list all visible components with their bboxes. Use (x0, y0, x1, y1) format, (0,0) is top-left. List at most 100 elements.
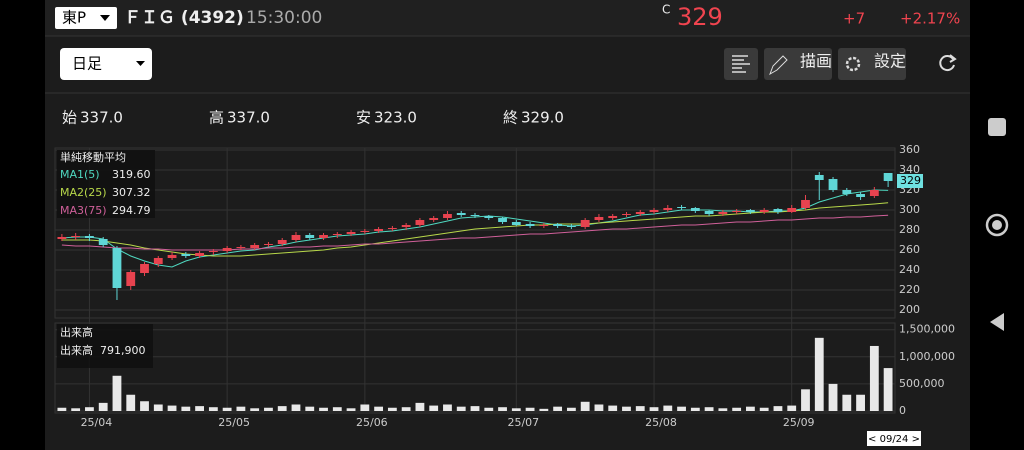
volume-bar (167, 405, 177, 411)
volume-bar (677, 406, 686, 411)
settings-button[interactable] (838, 48, 906, 80)
back-button[interactable] (990, 313, 1004, 331)
legend-name: MA3(75) (60, 204, 107, 217)
legend-name: MA2(25) (60, 186, 107, 199)
volume-bar (525, 407, 535, 411)
candle-body (883, 173, 893, 181)
candle-body (195, 253, 204, 256)
candle-body (319, 235, 328, 238)
candle-body (112, 248, 122, 288)
volume-bar (57, 407, 67, 411)
volume-bar (387, 407, 397, 411)
ma-legend (57, 150, 155, 218)
change: +7 (843, 10, 865, 28)
y-tick-label: 360 (899, 143, 920, 156)
candle-body (387, 228, 397, 229)
candle-body (814, 175, 824, 180)
candle-body (374, 229, 384, 231)
cursor-date-box (867, 431, 921, 446)
candle-body (181, 254, 191, 256)
volume-bar (98, 402, 108, 411)
ohlc-value: 329.0 (521, 109, 564, 127)
candle-body (126, 272, 136, 286)
volume-bar (181, 406, 191, 411)
price-prefix: C (662, 3, 670, 17)
volume-bar (718, 408, 728, 411)
period-dropdown[interactable] (60, 48, 152, 80)
volume-bar (732, 407, 742, 411)
candle-body (250, 245, 260, 248)
candle-body (539, 225, 549, 226)
candle-body (484, 216, 494, 218)
volume-bar (443, 404, 452, 411)
volume-tick-label: 0 (899, 404, 906, 417)
volume-bar (332, 407, 342, 411)
draw-button[interactable] (764, 48, 832, 80)
candle-body (208, 251, 218, 252)
y-tick-label: 260 (899, 243, 920, 256)
volume-panel (54, 322, 896, 414)
volume-bar (773, 406, 783, 411)
volume-tick-label: 500,000 (899, 377, 945, 390)
price: 329 (677, 3, 723, 31)
volume-tick-label: 1,000,000 (899, 350, 955, 363)
volume-bar (484, 407, 494, 411)
volume-bar (704, 407, 714, 411)
volume-bar (635, 406, 645, 411)
volume-bar (71, 408, 81, 411)
ma-line (61, 214, 889, 251)
header-bar (45, 0, 970, 36)
recent-apps[interactable] (988, 118, 1006, 136)
candle-body (291, 235, 301, 240)
legend-name: MA1(5) (60, 168, 100, 181)
draw-label: 描画 (800, 52, 832, 71)
candle-body (677, 207, 686, 208)
volume-bar (814, 337, 824, 411)
volume-value: 791,900 (100, 344, 146, 357)
refresh-icon[interactable] (939, 55, 955, 72)
volume-legend (57, 324, 153, 368)
candle-body (566, 226, 576, 227)
candle-body (856, 194, 865, 197)
y-tick-label: 240 (899, 263, 920, 276)
volume-bar (580, 401, 590, 411)
ohlc-label: 高 (209, 109, 224, 127)
candle-body (746, 210, 755, 212)
volume-bar (140, 401, 149, 411)
price-tag (897, 174, 923, 188)
dropdown-arrow (100, 15, 110, 21)
y-tick-label: 340 (899, 163, 920, 176)
time: 15:30:00 (246, 8, 322, 28)
volume-bar (401, 407, 411, 411)
volume-bar (112, 375, 122, 411)
candle-body (635, 212, 645, 214)
candle-body (690, 208, 700, 211)
volume-bar (498, 407, 507, 411)
candle-body (525, 224, 535, 226)
candle-body (57, 237, 67, 239)
volume-bar (608, 405, 618, 411)
volume-bar (883, 368, 893, 411)
candle-body (649, 210, 659, 212)
legend-value: 294.79 (112, 204, 151, 217)
period: 日足 (72, 55, 102, 73)
volume-bar (856, 394, 865, 411)
candle-body (842, 190, 852, 194)
volume-bar (566, 407, 576, 411)
volume-bar (759, 407, 769, 411)
stock-name: ＦＩＧ (4392) (124, 8, 244, 28)
ohlc-value: 337.0 (80, 109, 123, 127)
candle-body (429, 218, 439, 220)
candle-body (167, 255, 177, 258)
x-tick-label: 25/08 (645, 416, 677, 429)
ma-title: 単純移動平均 (60, 150, 126, 164)
market-dropdown[interactable] (55, 7, 117, 29)
x-tick-label: 25/05 (218, 416, 250, 429)
volume-bar (222, 407, 232, 411)
candle-body (277, 240, 287, 244)
home-button[interactable] (985, 213, 1009, 237)
legend-value: 319.60 (112, 168, 151, 181)
volume-bar (153, 404, 163, 411)
candle-body (608, 216, 618, 218)
